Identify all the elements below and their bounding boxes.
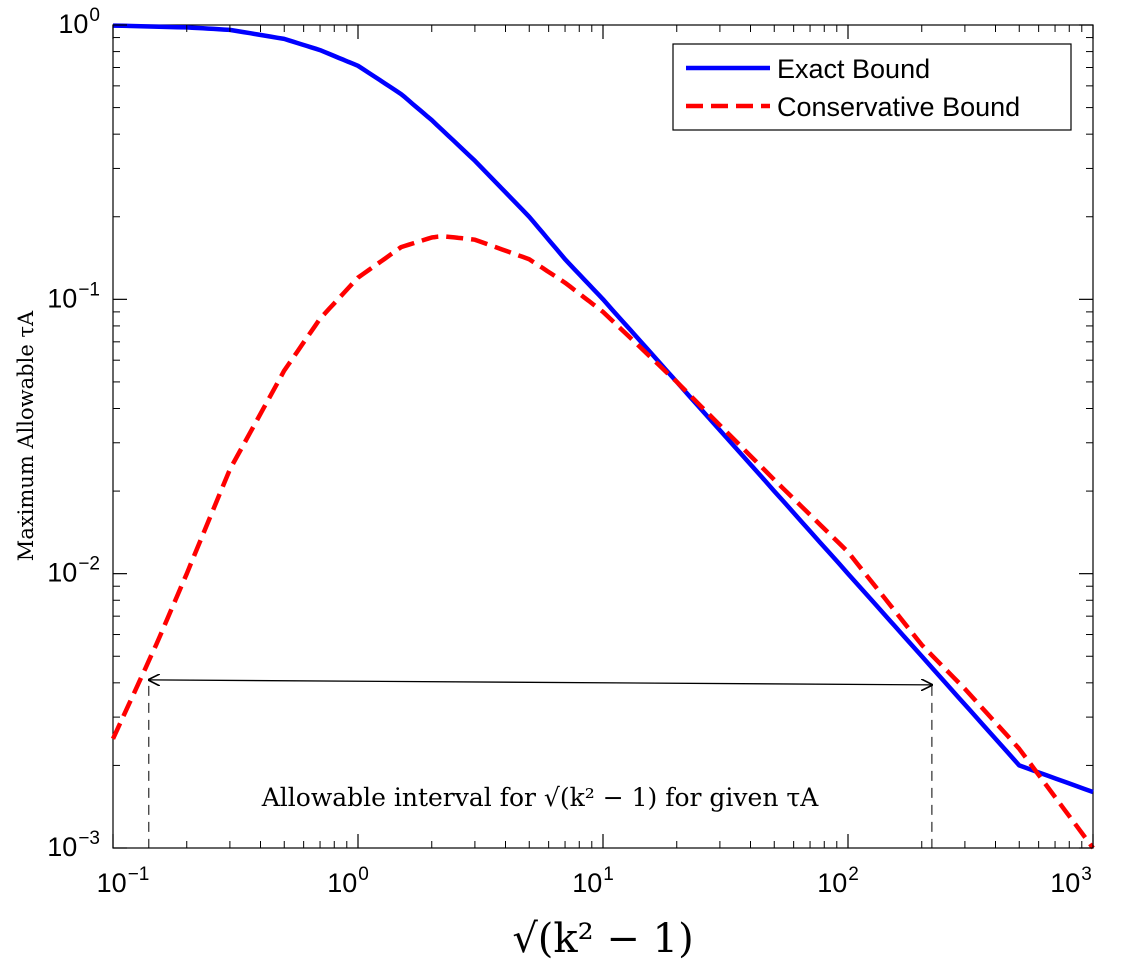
series-line-exact-bound — [112, 23, 1094, 795]
x-tick-label: 101 — [572, 864, 614, 898]
interval-arrow — [149, 680, 932, 685]
plot-area — [112, 24, 1094, 849]
y-tick-label: 10−3 — [47, 828, 100, 862]
legend-label-exact-bound: Exact Bound — [777, 54, 930, 84]
x-tick-label: 102 — [817, 864, 859, 898]
y-tick-label: 10−2 — [47, 554, 100, 588]
x-tick-label: 100 — [327, 864, 369, 898]
x-tick-label: 10−1 — [97, 864, 150, 898]
plot-frame — [112, 24, 1094, 849]
series-line-conservative-bound — [110, 233, 1095, 850]
y-axis-label: Maximum Allowable τA — [14, 310, 38, 561]
y-tick-label: 100 — [58, 5, 100, 39]
legend-label-conservative-bound: Conservative Bound — [777, 92, 1020, 122]
legend-box — [672, 43, 1072, 131]
annotation-layer: Allowable interval for √(k² − 1) for giv… — [149, 680, 932, 848]
x-tick-label: 103 — [1050, 864, 1092, 898]
y-tick-label: 10−1 — [47, 279, 100, 313]
series-layer — [110, 23, 1095, 850]
legend: Exact Bound Conservative Bound — [672, 43, 1072, 131]
ticks-layer: 10−1 100 101 102 103 100 10−1 10−2 10−3 — [47, 5, 1094, 898]
interval-label: Allowable interval for √(k² − 1) for giv… — [261, 783, 820, 812]
x-axis-label: √(k² − 1) — [512, 916, 693, 962]
